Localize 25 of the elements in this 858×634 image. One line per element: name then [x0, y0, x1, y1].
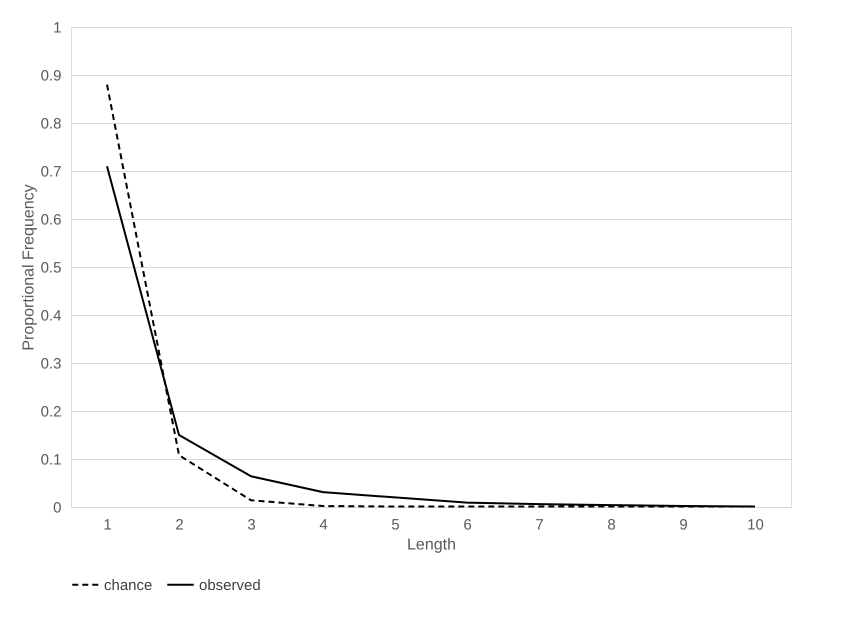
x-tick-label: 4 [319, 516, 328, 534]
y-tick-label: 0.8 [40, 116, 62, 132]
y-tick-label: 0.4 [40, 308, 62, 324]
legend-label: observed [199, 576, 261, 594]
y-tick-label: 1 [53, 20, 62, 36]
legend-label: chance [104, 576, 152, 594]
y-tick-label: 0 [53, 500, 62, 516]
y-axis-title: Proportional Frequency [20, 184, 38, 351]
x-tick-label: 3 [247, 516, 256, 534]
x-axis-title: Length [407, 536, 456, 554]
x-tick-label: 8 [607, 516, 616, 534]
x-tick-label: 5 [391, 516, 400, 534]
x-tick-label: 2 [175, 516, 184, 534]
y-tick-label: 0.1 [40, 452, 62, 468]
x-tick-label: 6 [463, 516, 472, 534]
y-tick-label: 0.2 [40, 404, 62, 420]
x-tick-label: 9 [679, 516, 688, 534]
y-tick-label: 0.9 [40, 68, 62, 84]
y-tick-label: 0.5 [40, 260, 62, 276]
x-tick-label: 10 [747, 516, 764, 534]
y-tick-label: 0.3 [40, 356, 62, 372]
y-tick-label: 0.6 [40, 212, 62, 228]
x-tick-label: 7 [535, 516, 544, 534]
y-tick-label: 0.7 [40, 164, 62, 180]
x-tick-label: 1 [103, 516, 112, 534]
